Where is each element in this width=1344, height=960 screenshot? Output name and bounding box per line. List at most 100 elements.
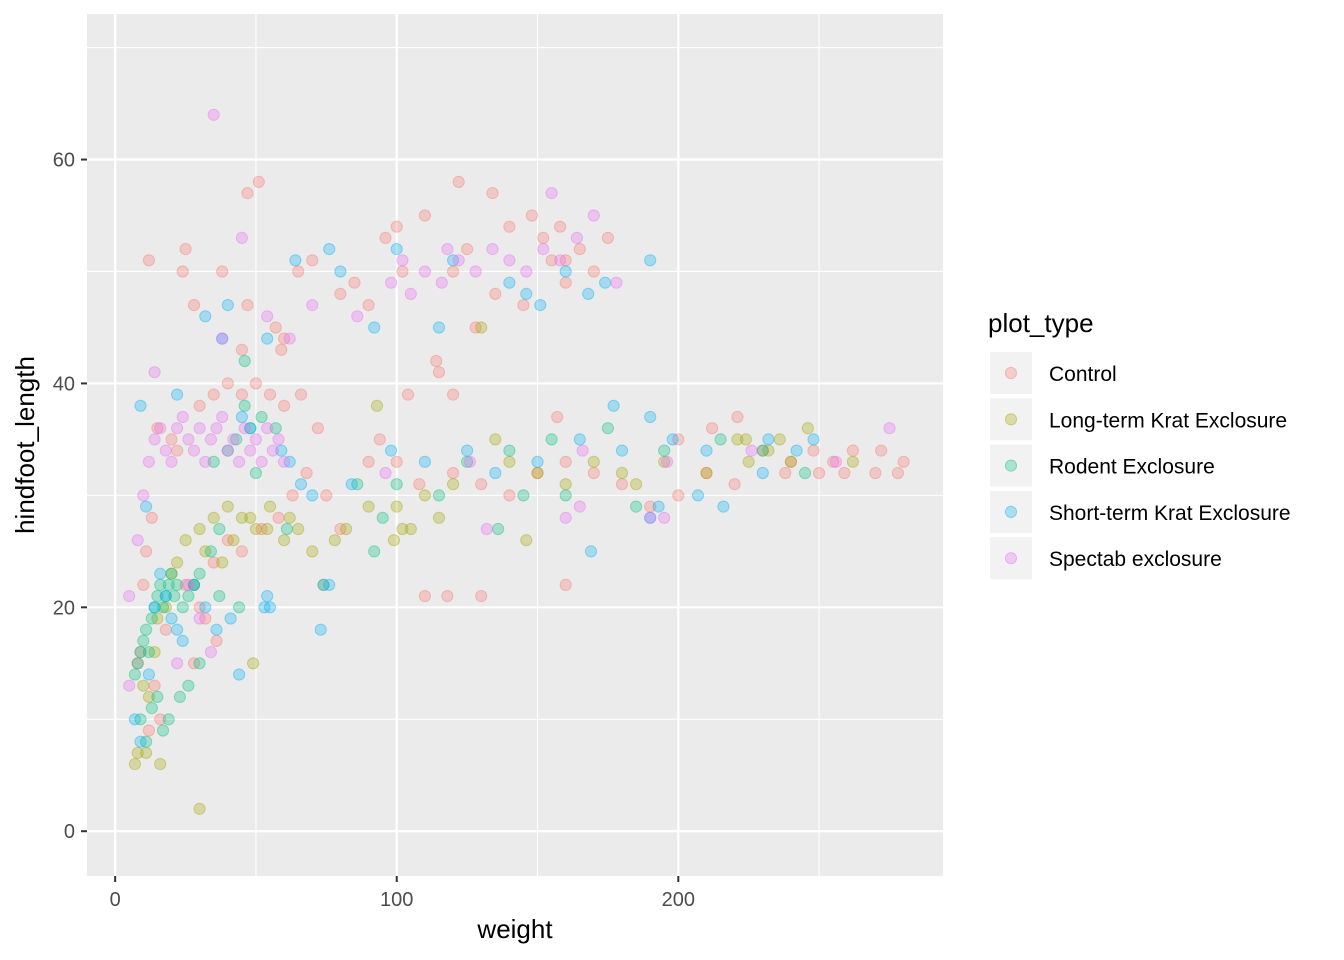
data-point xyxy=(131,657,144,670)
data-point xyxy=(582,287,595,300)
data-point xyxy=(362,299,375,312)
data-point xyxy=(531,466,544,480)
data-point xyxy=(554,254,567,267)
data-point xyxy=(838,466,851,480)
data-point xyxy=(131,534,144,547)
data-point xyxy=(128,713,141,726)
data-point xyxy=(179,578,192,592)
data-point xyxy=(216,410,229,424)
data-point xyxy=(261,522,274,536)
y-axis-title: hindfoot_length xyxy=(10,356,40,534)
data-point xyxy=(207,388,220,401)
data-point xyxy=(463,455,476,468)
data-point xyxy=(700,444,713,457)
data-point xyxy=(213,590,226,603)
data-point xyxy=(829,455,843,468)
data-point xyxy=(401,388,415,401)
data-point xyxy=(334,287,347,300)
data-point xyxy=(328,534,341,547)
data-point xyxy=(275,444,288,457)
data-point xyxy=(317,578,330,592)
data-point xyxy=(739,433,753,446)
data-point xyxy=(255,410,268,424)
data-point xyxy=(294,388,308,401)
data-point xyxy=(379,466,392,480)
data-point xyxy=(323,243,336,256)
data-point xyxy=(891,466,905,480)
data-point xyxy=(134,735,147,748)
data-point xyxy=(587,455,600,468)
data-point xyxy=(207,108,220,121)
data-point xyxy=(238,422,251,435)
data-point xyxy=(159,590,172,603)
data-point xyxy=(140,545,153,558)
data-point xyxy=(314,623,327,636)
data-point xyxy=(140,623,153,636)
data-point xyxy=(275,343,288,356)
data-point xyxy=(171,444,184,457)
data-point xyxy=(418,455,431,468)
data-point xyxy=(235,231,248,244)
data-point xyxy=(390,455,403,468)
data-point xyxy=(418,209,431,222)
data-point xyxy=(227,433,240,446)
x-tick-label: 0 xyxy=(110,889,121,911)
data-point xyxy=(238,399,251,412)
data-point xyxy=(756,444,769,457)
legend-key xyxy=(990,398,1032,441)
data-point xyxy=(244,444,257,457)
data-point xyxy=(182,578,195,592)
data-point xyxy=(418,265,431,278)
data-point xyxy=(615,444,629,457)
data-point xyxy=(587,265,600,278)
data-point xyxy=(404,522,417,536)
data-point xyxy=(370,399,384,412)
data-point xyxy=(480,522,493,536)
data-point xyxy=(263,388,277,401)
data-point xyxy=(193,612,206,625)
data-point xyxy=(334,265,347,278)
data-point xyxy=(554,220,567,233)
data-point xyxy=(559,478,572,491)
data-point xyxy=(559,489,572,502)
data-point xyxy=(221,299,234,312)
data-point xyxy=(249,522,262,536)
data-point xyxy=(249,433,262,446)
y-tick-label: 0 xyxy=(64,821,75,843)
data-point xyxy=(570,231,584,244)
data-point xyxy=(573,243,586,256)
data-point xyxy=(278,399,291,412)
data-point xyxy=(306,254,319,267)
y-tick-label: 40 xyxy=(53,373,75,395)
data-point xyxy=(475,590,488,603)
data-point xyxy=(756,444,769,457)
data-point xyxy=(644,410,657,424)
data-point xyxy=(615,466,629,480)
data-point xyxy=(193,422,206,435)
data-point xyxy=(128,758,141,771)
data-point xyxy=(216,332,229,345)
data-point xyxy=(145,612,158,625)
data-point xyxy=(207,556,220,569)
data-point xyxy=(545,433,558,446)
data-point xyxy=(168,590,181,603)
data-point xyxy=(142,724,155,737)
data-point xyxy=(396,265,409,278)
legend-key-point xyxy=(1004,552,1018,565)
data-point xyxy=(700,466,713,480)
data-point xyxy=(396,522,409,536)
data-point xyxy=(233,601,246,614)
data-point xyxy=(798,466,812,480)
data-point xyxy=(447,388,460,401)
data-point xyxy=(396,254,409,267)
data-point xyxy=(171,578,184,592)
data-point xyxy=(385,276,398,289)
data-point xyxy=(317,578,330,592)
data-point xyxy=(252,175,265,188)
data-point xyxy=(503,254,516,267)
data-point xyxy=(441,243,454,256)
data-point xyxy=(432,321,446,334)
data-point xyxy=(156,601,170,614)
data-point xyxy=(368,545,381,558)
